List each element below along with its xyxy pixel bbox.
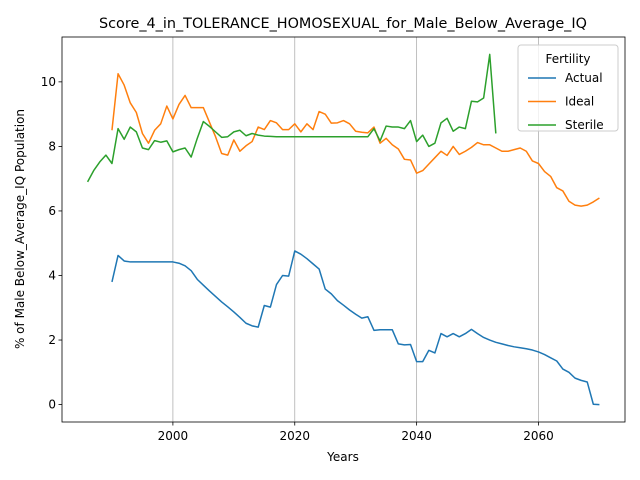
y-tick-label: 10 [41, 75, 56, 89]
x-axis-label: Years [326, 450, 359, 464]
y-axis-label: % of Male Below_Average_IQ Population [13, 109, 27, 349]
legend-box [517, 44, 619, 132]
plot-frame [61, 36, 626, 423]
x-tick-label: 2060 [523, 429, 554, 443]
y-tick-label: 2 [48, 333, 56, 347]
x-tick-label: 2000 [158, 429, 189, 443]
y-tick-label: 6 [48, 204, 56, 218]
series-line [111, 250, 600, 406]
series-line [111, 73, 600, 207]
y-tick-label: 8 [48, 139, 56, 153]
x-tick-label: 2040 [401, 429, 432, 443]
y-tick-label: 4 [48, 268, 56, 282]
legend-label: Ideal [565, 95, 594, 109]
legend-title: Fertility [545, 52, 590, 66]
series-line [86, 53, 497, 183]
x-tick-label: 2020 [279, 429, 310, 443]
chart-title: Score_4_in_TOLERANCE_HOMOSEXUAL_for_Male… [99, 16, 587, 32]
legend-label: Sterile [565, 118, 604, 132]
y-tick-label: 0 [48, 398, 56, 412]
legend-label: Actual [565, 71, 603, 85]
